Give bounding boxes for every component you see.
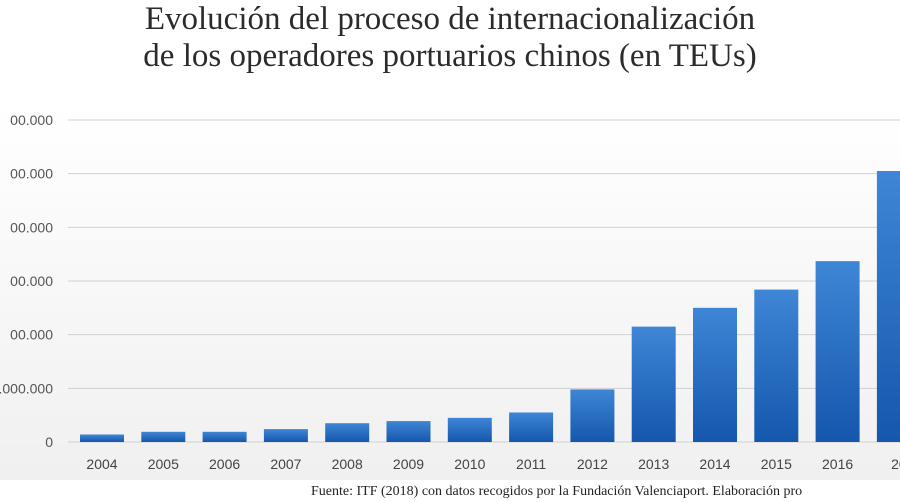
bar — [325, 423, 370, 442]
bar — [263, 429, 308, 442]
y-tick-label: 00.000 — [10, 327, 53, 343]
bar — [80, 434, 124, 442]
x-tick-label: 2013 — [638, 456, 669, 472]
y-tick-label: 0 — [45, 434, 53, 450]
x-axis-ticks: 2004 2005 2006 2007 2008 2009 2010 2011 2012 2013… — [86, 456, 900, 472]
x-tick-label: 2011 — [516, 456, 546, 472]
source-note: Fuente: ITF (2018) con datos recogidos p… — [0, 481, 900, 502]
x-tick-label: 20 — [891, 456, 900, 472]
y-tick-label: .000.000 — [0, 380, 53, 396]
x-tick-label: 2006 — [209, 456, 240, 472]
y-tick-label: 00.000 — [10, 166, 53, 182]
bars — [80, 170, 900, 442]
x-tick-label: 2007 — [270, 456, 301, 472]
bar — [447, 417, 492, 442]
bar — [631, 326, 676, 442]
bar — [386, 421, 431, 442]
y-tick-label: 00.000 — [10, 273, 53, 289]
bar — [754, 289, 799, 442]
x-tick-label: 2016 — [822, 456, 853, 472]
bar — [509, 412, 554, 442]
x-tick-label: 2009 — [393, 456, 424, 472]
x-tick-label: 2008 — [332, 456, 363, 472]
x-tick-label: 2014 — [699, 456, 730, 472]
x-tick-label: 2015 — [761, 456, 792, 472]
bar — [570, 389, 615, 442]
x-tick-label: 2012 — [577, 456, 608, 472]
chart-title-line-1: Evolución del proceso de internacionaliz… — [144, 1, 756, 37]
bar — [202, 431, 247, 442]
bar — [876, 170, 900, 442]
x-tick-label: 2010 — [454, 456, 485, 472]
source-text: Fuente: ITF (2018) con datos recogidos p… — [311, 484, 803, 499]
y-tick-label: 00.000 — [10, 219, 53, 235]
x-tick-label: 2004 — [86, 456, 117, 472]
bar — [141, 431, 186, 442]
plot-background — [0, 100, 900, 480]
y-axis-ticks: 0 .000.000 00.000 00.000 00.000 00.000 00.000 — [0, 112, 53, 450]
bar — [815, 261, 860, 442]
chart-title-line-2: de los operadores portuarios chinos (en … — [143, 38, 757, 74]
x-tick-label: 2005 — [148, 456, 179, 472]
bar — [693, 307, 737, 442]
y-tick-label: 00.000 — [10, 112, 53, 128]
